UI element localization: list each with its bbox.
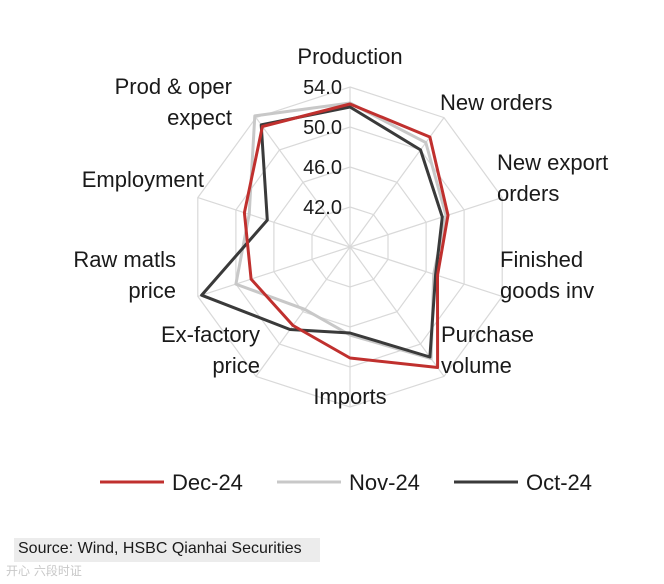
grid-spoke-2: [349, 197, 503, 248]
radar-series: [200, 101, 450, 369]
tick-label-46.0: 46.0: [303, 157, 342, 179]
category-label-4-line-1: volume: [441, 353, 512, 378]
source-background: [14, 538, 320, 562]
tick-label-50.0: 50.0: [303, 117, 342, 139]
radial-tick-labels: 42.0 46.0 50.0 54.0: [303, 77, 342, 219]
category-label-4-line-0: Purchase: [441, 322, 534, 347]
category-labels: Production New orders New export orders Fini…: [73, 44, 608, 409]
category-label-2-line-1: orders: [497, 181, 559, 206]
grid-spoke-8: [197, 197, 351, 248]
category-label-7-line-1: price: [128, 278, 176, 303]
grid-spoke-1: [349, 117, 445, 248]
category-label-3-line-1: goods inv: [500, 278, 594, 303]
series-dec-24-line: [242, 102, 450, 369]
category-label-8-line-0: Employment: [82, 167, 204, 192]
legend-label-oct-24: Oct-24: [526, 470, 592, 495]
category-label-9-line-1: expect: [167, 105, 232, 130]
grid-spoke-7: [197, 246, 351, 297]
category-label-2-line-0: New export: [497, 150, 608, 175]
watermark: 开心 六段时证: [6, 564, 82, 578]
source-note: Source: Wind, HSBC Qianhai Securities: [18, 540, 302, 557]
category-label-6-line-1: price: [212, 353, 260, 378]
tick-label-54.0: 54.0: [303, 77, 342, 99]
grid-spoke-6: [255, 246, 351, 377]
tick-label-42.0: 42.0: [303, 197, 342, 219]
category-label-1-line-0: New orders: [440, 90, 552, 115]
grid-spoke-3: [349, 246, 503, 297]
series-oct-24-line: [200, 105, 444, 359]
category-label-6-line-0: Ex-factory: [161, 322, 260, 347]
radar-grid: [197, 86, 503, 408]
legend-label-dec-24: Dec-24: [172, 470, 243, 495]
category-label-3-line-0: Finished: [500, 247, 583, 272]
legend: Dec-24 Nov-24 Oct-24: [100, 470, 592, 495]
grid-spoke-9: [255, 117, 351, 248]
category-label-0-line-0: Production: [297, 44, 402, 69]
category-label-9-line-0: Prod & oper: [115, 74, 232, 99]
grid-spoke-4: [349, 246, 445, 377]
category-label-7-line-0: Raw matls: [73, 247, 176, 272]
category-label-5-line-0: Imports: [313, 384, 386, 409]
legend-label-nov-24: Nov-24: [349, 470, 420, 495]
